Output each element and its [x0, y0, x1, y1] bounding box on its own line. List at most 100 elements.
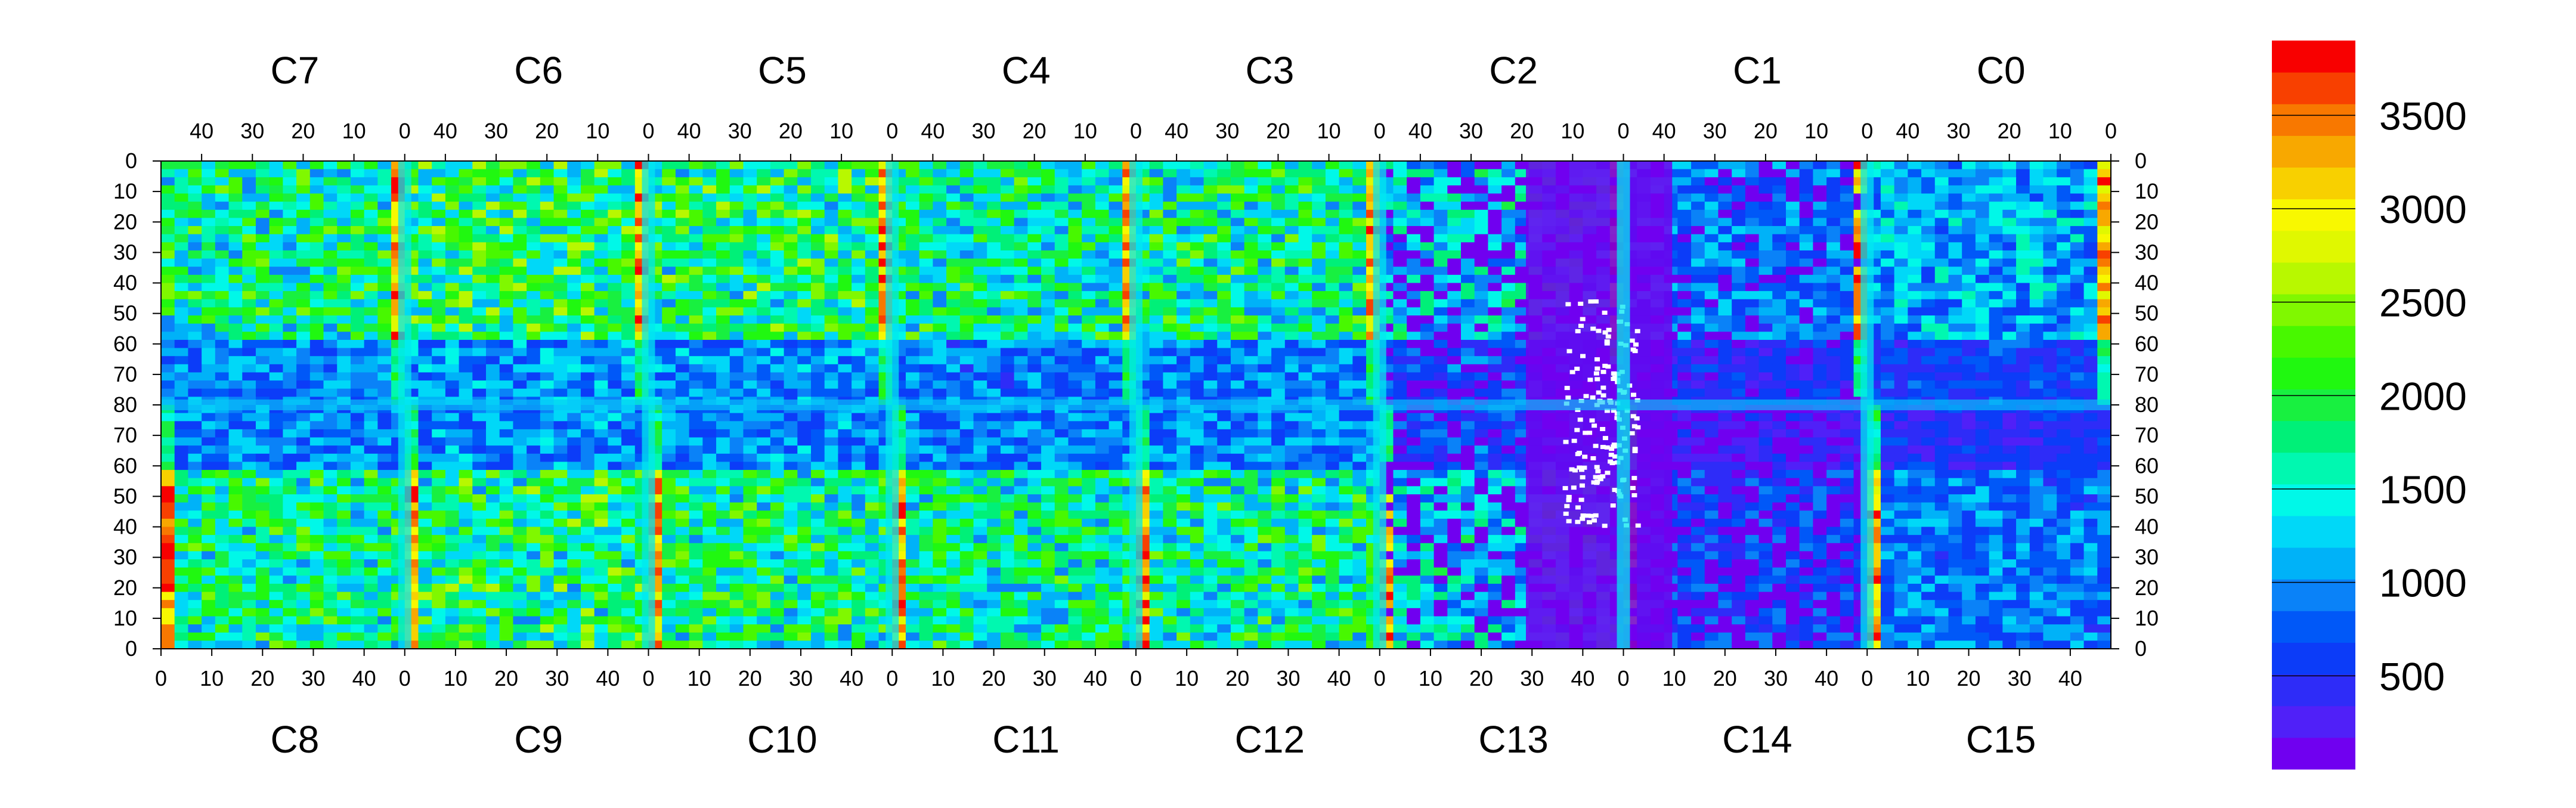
heatmap-cell	[1393, 258, 1407, 267]
heatmap-cell	[350, 640, 365, 649]
heatmap-cell	[1826, 315, 1841, 324]
heatmap-cell	[1461, 218, 1475, 227]
heatmap-cell	[188, 600, 202, 609]
heatmap-cell	[377, 372, 392, 381]
heatmap-cell	[540, 356, 555, 365]
heatmap-cell	[608, 291, 622, 300]
heatmap-cell	[174, 518, 189, 528]
heatmap-cell	[1407, 185, 1421, 194]
heatmap-cell	[2057, 356, 2071, 365]
heatmap-cell	[770, 291, 785, 300]
heatmap-cell	[296, 462, 311, 470]
heatmap-cell	[824, 193, 839, 202]
heatmap-cell	[255, 624, 270, 633]
heatmap-cell	[1880, 307, 1895, 316]
heatmap-cell	[1908, 274, 1922, 284]
heatmap-cell	[1799, 356, 1814, 365]
heatmap-cell	[1718, 218, 1732, 227]
heatmap-cell	[1230, 185, 1245, 194]
heatmap-cell	[377, 453, 392, 463]
heatmap-cell	[161, 453, 175, 463]
heatmap-cell	[188, 234, 202, 243]
heatmap-cell	[1934, 291, 1949, 300]
heatmap-cell	[797, 234, 812, 243]
heatmap-cell	[1799, 332, 1814, 340]
heatmap-cell	[1190, 274, 1205, 284]
heatmap-cell	[364, 169, 378, 178]
heatmap-cell	[2070, 242, 2085, 251]
heatmap-cell	[865, 332, 880, 340]
heatmap-cell	[1934, 323, 1949, 332]
heatmap-cell	[2070, 218, 2085, 227]
heatmap-cell	[811, 202, 825, 210]
heatmap-cell	[188, 388, 202, 397]
heatmap-cell	[702, 209, 717, 219]
heatmap-cell	[811, 267, 825, 275]
heatmap-cell	[283, 486, 297, 495]
heatmap-cell	[567, 388, 581, 397]
heatmap-cell	[1082, 202, 1096, 210]
heatmap-cell	[1908, 323, 1922, 332]
heatmap-cell	[323, 640, 338, 649]
heatmap-cell	[905, 388, 920, 397]
heatmap-cell	[2070, 364, 2085, 373]
heatmap-cell	[188, 169, 202, 178]
heatmap-cell	[228, 242, 243, 251]
heatmap-cell	[716, 234, 730, 243]
heatmap-cell	[188, 429, 202, 438]
heatmap-cell	[675, 388, 690, 397]
heatmap-cell	[527, 307, 541, 316]
heatmap-cell	[188, 567, 202, 576]
heatmap-cell	[973, 380, 987, 389]
heatmap-cell	[946, 388, 961, 397]
heatmap-cell	[1000, 299, 1015, 308]
heatmap-cell	[689, 169, 703, 178]
heatmap-cell	[2057, 226, 2071, 235]
heatmap-cell	[364, 299, 378, 308]
heatmap-cell	[770, 185, 785, 194]
heatmap-cell	[1474, 177, 1489, 186]
heatmap-cell	[350, 258, 365, 267]
heatmap-cell	[933, 161, 947, 170]
heatmap-cell	[702, 283, 717, 292]
heatmap-cell	[2070, 339, 2085, 349]
heatmap-cell	[2016, 332, 2030, 340]
heatmap-cell	[1312, 177, 1326, 186]
heatmap-cell	[350, 267, 365, 275]
heatmap-cell	[621, 339, 636, 349]
heatmap-cell	[1298, 226, 1312, 235]
heatmap-cell	[1501, 234, 1516, 243]
heatmap-cell	[1732, 234, 1746, 243]
heatmap-cell	[608, 437, 622, 446]
heatmap-cell	[1488, 348, 1502, 357]
heatmap-cell	[1068, 258, 1082, 267]
heatmap-cell	[1325, 169, 1340, 178]
heatmap-cell	[1000, 169, 1015, 178]
heatmap-cell	[662, 315, 676, 324]
heatmap-cell	[716, 250, 730, 259]
heatmap-cell	[865, 372, 880, 381]
heatmap-cell	[296, 332, 311, 340]
heatmap-cell	[188, 299, 202, 308]
heatmap-cell	[621, 437, 636, 446]
heatmap-cell	[1501, 226, 1516, 235]
heatmap-cell	[784, 258, 798, 267]
heatmap-cell	[729, 177, 744, 186]
heatmap-cell	[2070, 372, 2085, 381]
heatmap-cell	[1840, 283, 1854, 292]
heatmap-cell	[527, 291, 541, 300]
heatmap-cell	[811, 226, 825, 235]
heatmap-cell	[1934, 348, 1949, 357]
heatmap-cell	[242, 258, 256, 267]
heatmap-cell	[283, 202, 297, 210]
heatmap-cell	[1407, 307, 1421, 316]
heatmap-cell	[215, 299, 230, 308]
heatmap-cell	[296, 608, 311, 617]
heatmap-cell	[1054, 177, 1069, 186]
heatmap-cell	[1501, 169, 1516, 178]
heatmap-cell	[1758, 226, 1773, 235]
heatmap-cell	[513, 291, 527, 300]
heatmap-cell	[513, 250, 527, 259]
heatmap-cell	[1027, 267, 1042, 275]
heatmap-cell	[838, 169, 852, 178]
